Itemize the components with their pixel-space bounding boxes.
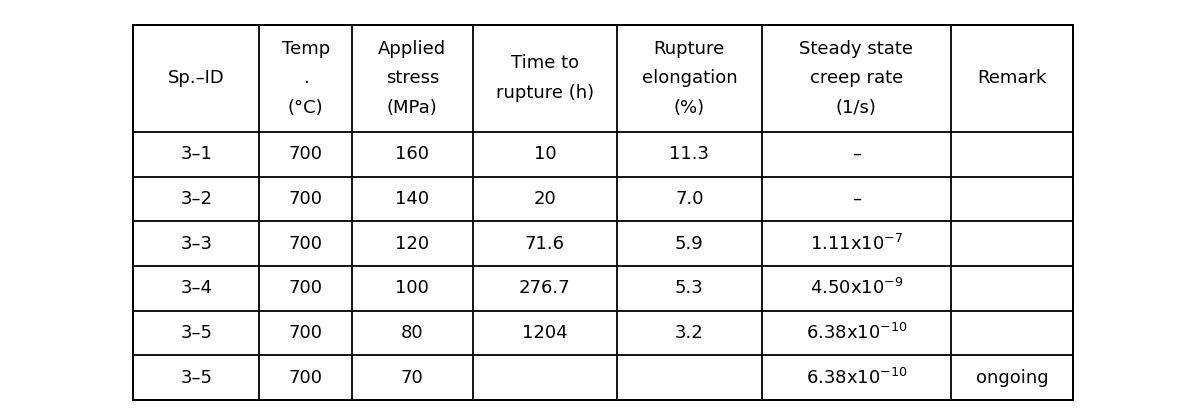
- Text: Sp.–ID: Sp.–ID: [168, 69, 225, 87]
- Text: 70: 70: [401, 369, 424, 387]
- Text: 4.50x10$^{-9}$: 4.50x10$^{-9}$: [809, 278, 903, 298]
- Text: 120: 120: [395, 235, 430, 252]
- Text: 3–3: 3–3: [180, 235, 212, 252]
- Text: 700: 700: [289, 235, 322, 252]
- Text: –: –: [852, 190, 860, 208]
- Text: 3–5: 3–5: [180, 369, 212, 387]
- Text: 1.11x10$^{-7}$: 1.11x10$^{-7}$: [809, 234, 903, 254]
- Text: 5.9: 5.9: [675, 235, 703, 252]
- Text: 3–2: 3–2: [180, 190, 212, 208]
- Text: (%): (%): [674, 100, 704, 117]
- Text: (1/s): (1/s): [835, 100, 877, 117]
- Text: 3.2: 3.2: [675, 324, 703, 342]
- Text: (°C): (°C): [288, 100, 324, 117]
- Text: 700: 700: [289, 324, 322, 342]
- Text: 10: 10: [533, 145, 556, 163]
- Text: Time to: Time to: [511, 55, 580, 73]
- Text: 3–1: 3–1: [180, 145, 212, 163]
- Text: 700: 700: [289, 279, 322, 297]
- Text: ongoing: ongoing: [976, 369, 1048, 387]
- Text: Remark: Remark: [977, 69, 1047, 87]
- Text: 71.6: 71.6: [525, 235, 565, 252]
- Text: 80: 80: [401, 324, 424, 342]
- Bar: [133, 25, 1073, 400]
- Text: 3–5: 3–5: [180, 324, 212, 342]
- Text: 3–4: 3–4: [180, 279, 212, 297]
- Text: 6.38x10$^{-10}$: 6.38x10$^{-10}$: [806, 323, 907, 343]
- Text: creep rate: creep rate: [809, 69, 903, 87]
- Text: rupture (h): rupture (h): [496, 84, 594, 102]
- Text: elongation: elongation: [641, 69, 737, 87]
- Text: (MPa): (MPa): [387, 100, 438, 117]
- Text: 1204: 1204: [522, 324, 568, 342]
- Text: Temp: Temp: [282, 39, 330, 58]
- Text: 700: 700: [289, 145, 322, 163]
- Text: stress: stress: [386, 69, 439, 87]
- Text: Rupture: Rupture: [653, 39, 725, 58]
- Text: Steady state: Steady state: [800, 39, 914, 58]
- Text: Applied: Applied: [378, 39, 446, 58]
- Text: 700: 700: [289, 190, 322, 208]
- Text: 140: 140: [395, 190, 430, 208]
- Text: 20: 20: [533, 190, 556, 208]
- Text: 5.3: 5.3: [675, 279, 703, 297]
- Text: 700: 700: [289, 369, 322, 387]
- Text: 11.3: 11.3: [669, 145, 709, 163]
- Text: .: .: [302, 69, 308, 87]
- Text: 276.7: 276.7: [519, 279, 571, 297]
- Text: –: –: [852, 145, 860, 163]
- Text: 6.38x10$^{-10}$: 6.38x10$^{-10}$: [806, 368, 907, 388]
- Text: 160: 160: [395, 145, 430, 163]
- Text: 7.0: 7.0: [675, 190, 703, 208]
- Text: 100: 100: [395, 279, 430, 297]
